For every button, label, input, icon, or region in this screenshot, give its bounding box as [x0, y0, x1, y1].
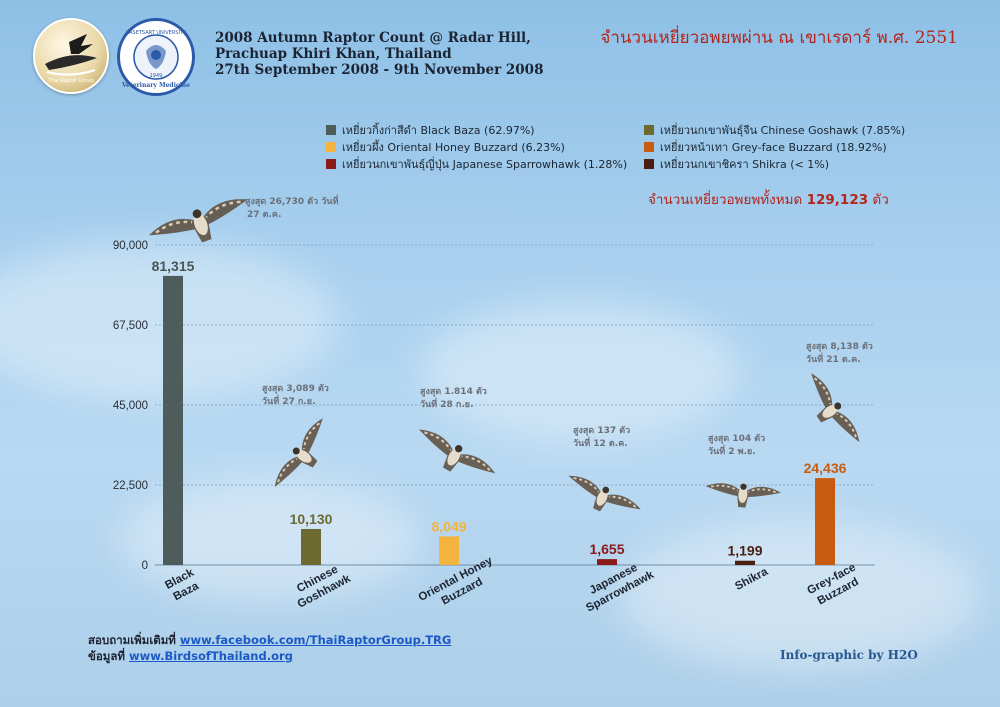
y-tick-label: 22,500: [113, 480, 148, 492]
y-tick-label: 0: [142, 560, 148, 572]
legend-label: เหยี่ยวนกเขาชิครา Shikra (< 1%): [660, 158, 830, 171]
footer-line2-prefix: ข้อมูลที่: [88, 649, 125, 663]
peak-annotation-line2: วันที่ 2 พ.ย.: [708, 447, 756, 457]
peak-annotation: สูงสุด 26,730 ตัว วันที่ 27 ต.ค.: [245, 196, 338, 222]
footer-line1-prefix: สอบถามเพิ่มเติมที่: [88, 633, 176, 647]
legend-swatch: [326, 159, 336, 169]
peak-annotation-line1: สูงสุด 104 ตัว: [708, 434, 766, 444]
legend-swatch: [644, 159, 654, 169]
raptor-illustration-icon: [274, 418, 323, 488]
event-heading: 2008 Autumn Raptor Count @ Radar Hill, P…: [215, 30, 543, 78]
peak-annotation: สูงสุด 1.814 ตัว วันที่ 28 ก.ย.: [420, 386, 487, 412]
x-category-label: BlackBaza: [163, 567, 203, 605]
y-tick-label: 45,000: [113, 400, 148, 412]
y-tick-label: 67,500: [113, 320, 148, 332]
bar-6: [815, 478, 835, 565]
raptor-illustration-icon: [568, 475, 641, 512]
bar-5: [735, 560, 755, 565]
peak-annotation-line1: สูงสุด 1.814 ตัว: [420, 387, 487, 397]
university-seal-icon: KASETSART UNIVERSITY 1949 Veterinary Med…: [121, 30, 190, 89]
peak-annotation: สูงสุด 104 ตัว วันที่ 2 พ.ย.: [708, 433, 765, 459]
bar-value-label: 1,199: [727, 543, 762, 559]
peak-annotation-line2: วันที่ 28 ก.ย.: [420, 400, 474, 410]
logo-right-text-top: KASETSART UNIVERSITY: [126, 30, 187, 36]
legend-label: เหยี่ยวผึ้ง Oriental Honey Buzzard (6.23…: [342, 141, 565, 154]
legend-item: เหยี่ยวกิ้งก่าสีดำ Black Baza (62.97%): [326, 121, 535, 139]
y-tick-label: 90,000: [113, 240, 148, 252]
total-count: จำนวนเหยี่ยวอพยพทั้งหมด 129,123 ตัว: [648, 188, 889, 210]
bar-2: [301, 528, 321, 565]
legend-item: เหยี่ยวหน้าเทา Grey-face Buzzard (18.92%…: [644, 138, 887, 156]
logo-left-text: Thai Raptor Group: [47, 78, 94, 84]
credit: Info-graphic by H2O: [780, 648, 918, 662]
legend-label: เหยี่ยวนกเขาพันธุ์ญี่ปุ่น Japanese Sparr…: [342, 158, 628, 171]
legend-label: เหยี่ยวกิ้งก่าสีดำ Black Baza (62.97%): [342, 124, 535, 137]
bar-value-label: 1,655: [589, 541, 624, 557]
logo-right-text-bottom: Veterinary Medicine: [121, 82, 190, 89]
peak-annotation-line1: สูงสุด 8,138 ตัว: [806, 342, 873, 352]
peak-annotation: สูงสุด 8,138 ตัว วันที่ 21 ต.ค.: [806, 341, 873, 367]
peak-annotation-line1: สูงสุด 3,089 ตัว: [262, 384, 329, 394]
facebook-link[interactable]: www.facebook.com/ThaiRaptorGroup.TRG: [179, 633, 452, 647]
x-category-label: Grey-faceBuzzard: [805, 562, 864, 610]
peak-annotation-line2: วันที่ 12 ต.ค.: [573, 439, 628, 449]
legend-label: เหยี่ยวหน้าเทา Grey-face Buzzard (18.92%…: [660, 141, 887, 154]
legend-swatch: [326, 125, 336, 135]
raptor-illustration-icon: [705, 483, 781, 508]
peak-annotation-line2: 27 ต.ค.: [247, 210, 282, 220]
bar-4: [597, 559, 617, 565]
total-value: 129,123: [806, 192, 869, 208]
bar-value-label: 10,130: [290, 511, 333, 527]
thai-raptor-group-logo: Thai Raptor Group: [33, 18, 109, 94]
legend-swatch: [644, 142, 654, 152]
thai-title: จำนวนเหยี่ยวอพยพผ่าน ณ เขาเรดาร์ พ.ศ. 25…: [600, 28, 958, 48]
legend-item: เหยี่ยวนกเขาชิครา Shikra (< 1%): [644, 155, 829, 173]
legend-swatch: [644, 125, 654, 135]
peak-annotation-line1: สูงสุด 137 ตัว: [573, 426, 631, 436]
event-heading-line1: 2008 Autumn Raptor Count @ Radar Hill,: [215, 30, 531, 46]
x-category-label: ChineseGoshhawk: [289, 560, 353, 611]
total-prefix: จำนวนเหยี่ยวอพยพทั้งหมด: [648, 192, 803, 208]
x-category-label: Oriental HoneyBuzzard: [417, 555, 502, 617]
event-heading-line2: Prachuap Khiri Khan, Thailand: [215, 46, 452, 62]
x-category-label: Shikra: [733, 566, 770, 593]
cloud-decoration: [620, 520, 980, 670]
x-category-label-line: Shikra: [733, 566, 770, 593]
peak-annotation: สูงสุด 3,089 ตัว วันที่ 27 ก.ย.: [262, 383, 329, 409]
logo-right-year: 1949: [150, 73, 163, 79]
bar-value-label: 8,049: [431, 518, 466, 534]
legend-label: เหยี่ยวนกเขาพันธุ์จีน Chinese Goshawk (7…: [660, 124, 906, 137]
legend: เหยี่ยวกิ้งก่าสีดำ Black Baza (62.97%) เ…: [326, 121, 926, 181]
birdsofthailand-link[interactable]: www.BirdsofThailand.org: [129, 649, 293, 663]
cloud-decoration: [420, 300, 740, 440]
raptor-illustration-icon: [148, 199, 248, 243]
peak-annotation-line2: วันที่ 27 ก.ย.: [262, 397, 316, 407]
bar-value-label: 24,436: [804, 460, 847, 476]
raptor-illustration-icon: [418, 429, 496, 474]
bar-3: [439, 536, 459, 565]
peak-annotation: สูงสุด 137 ตัว วันที่ 12 ต.ค.: [573, 425, 630, 451]
kasetsart-vet-logo: KASETSART UNIVERSITY 1949 Veterinary Med…: [117, 18, 195, 96]
legend-item: เหยี่ยวนกเขาพันธุ์ญี่ปุ่น Japanese Sparr…: [326, 155, 627, 173]
legend-item: เหยี่ยวนกเขาพันธุ์จีน Chinese Goshawk (7…: [644, 121, 905, 139]
total-suffix: ตัว: [872, 192, 889, 208]
bar-1: [163, 275, 183, 565]
footer: สอบถามเพิ่มเติมที่ www.facebook.com/Thai…: [88, 632, 451, 664]
event-heading-line3: 27th September 2008 - 9th November 2008: [215, 62, 544, 78]
peak-annotation-line2: วันที่ 21 ต.ค.: [806, 355, 861, 365]
legend-swatch: [326, 142, 336, 152]
peak-annotation-line1: สูงสุด 26,730 ตัว วันที่: [245, 197, 339, 207]
raptor-logo-icon: Thai Raptor Group: [45, 34, 97, 84]
raptor-illustration-icon: [811, 373, 860, 443]
legend-item: เหยี่ยวผึ้ง Oriental Honey Buzzard (6.23…: [326, 138, 565, 156]
bar-value-label: 81,315: [152, 258, 195, 274]
